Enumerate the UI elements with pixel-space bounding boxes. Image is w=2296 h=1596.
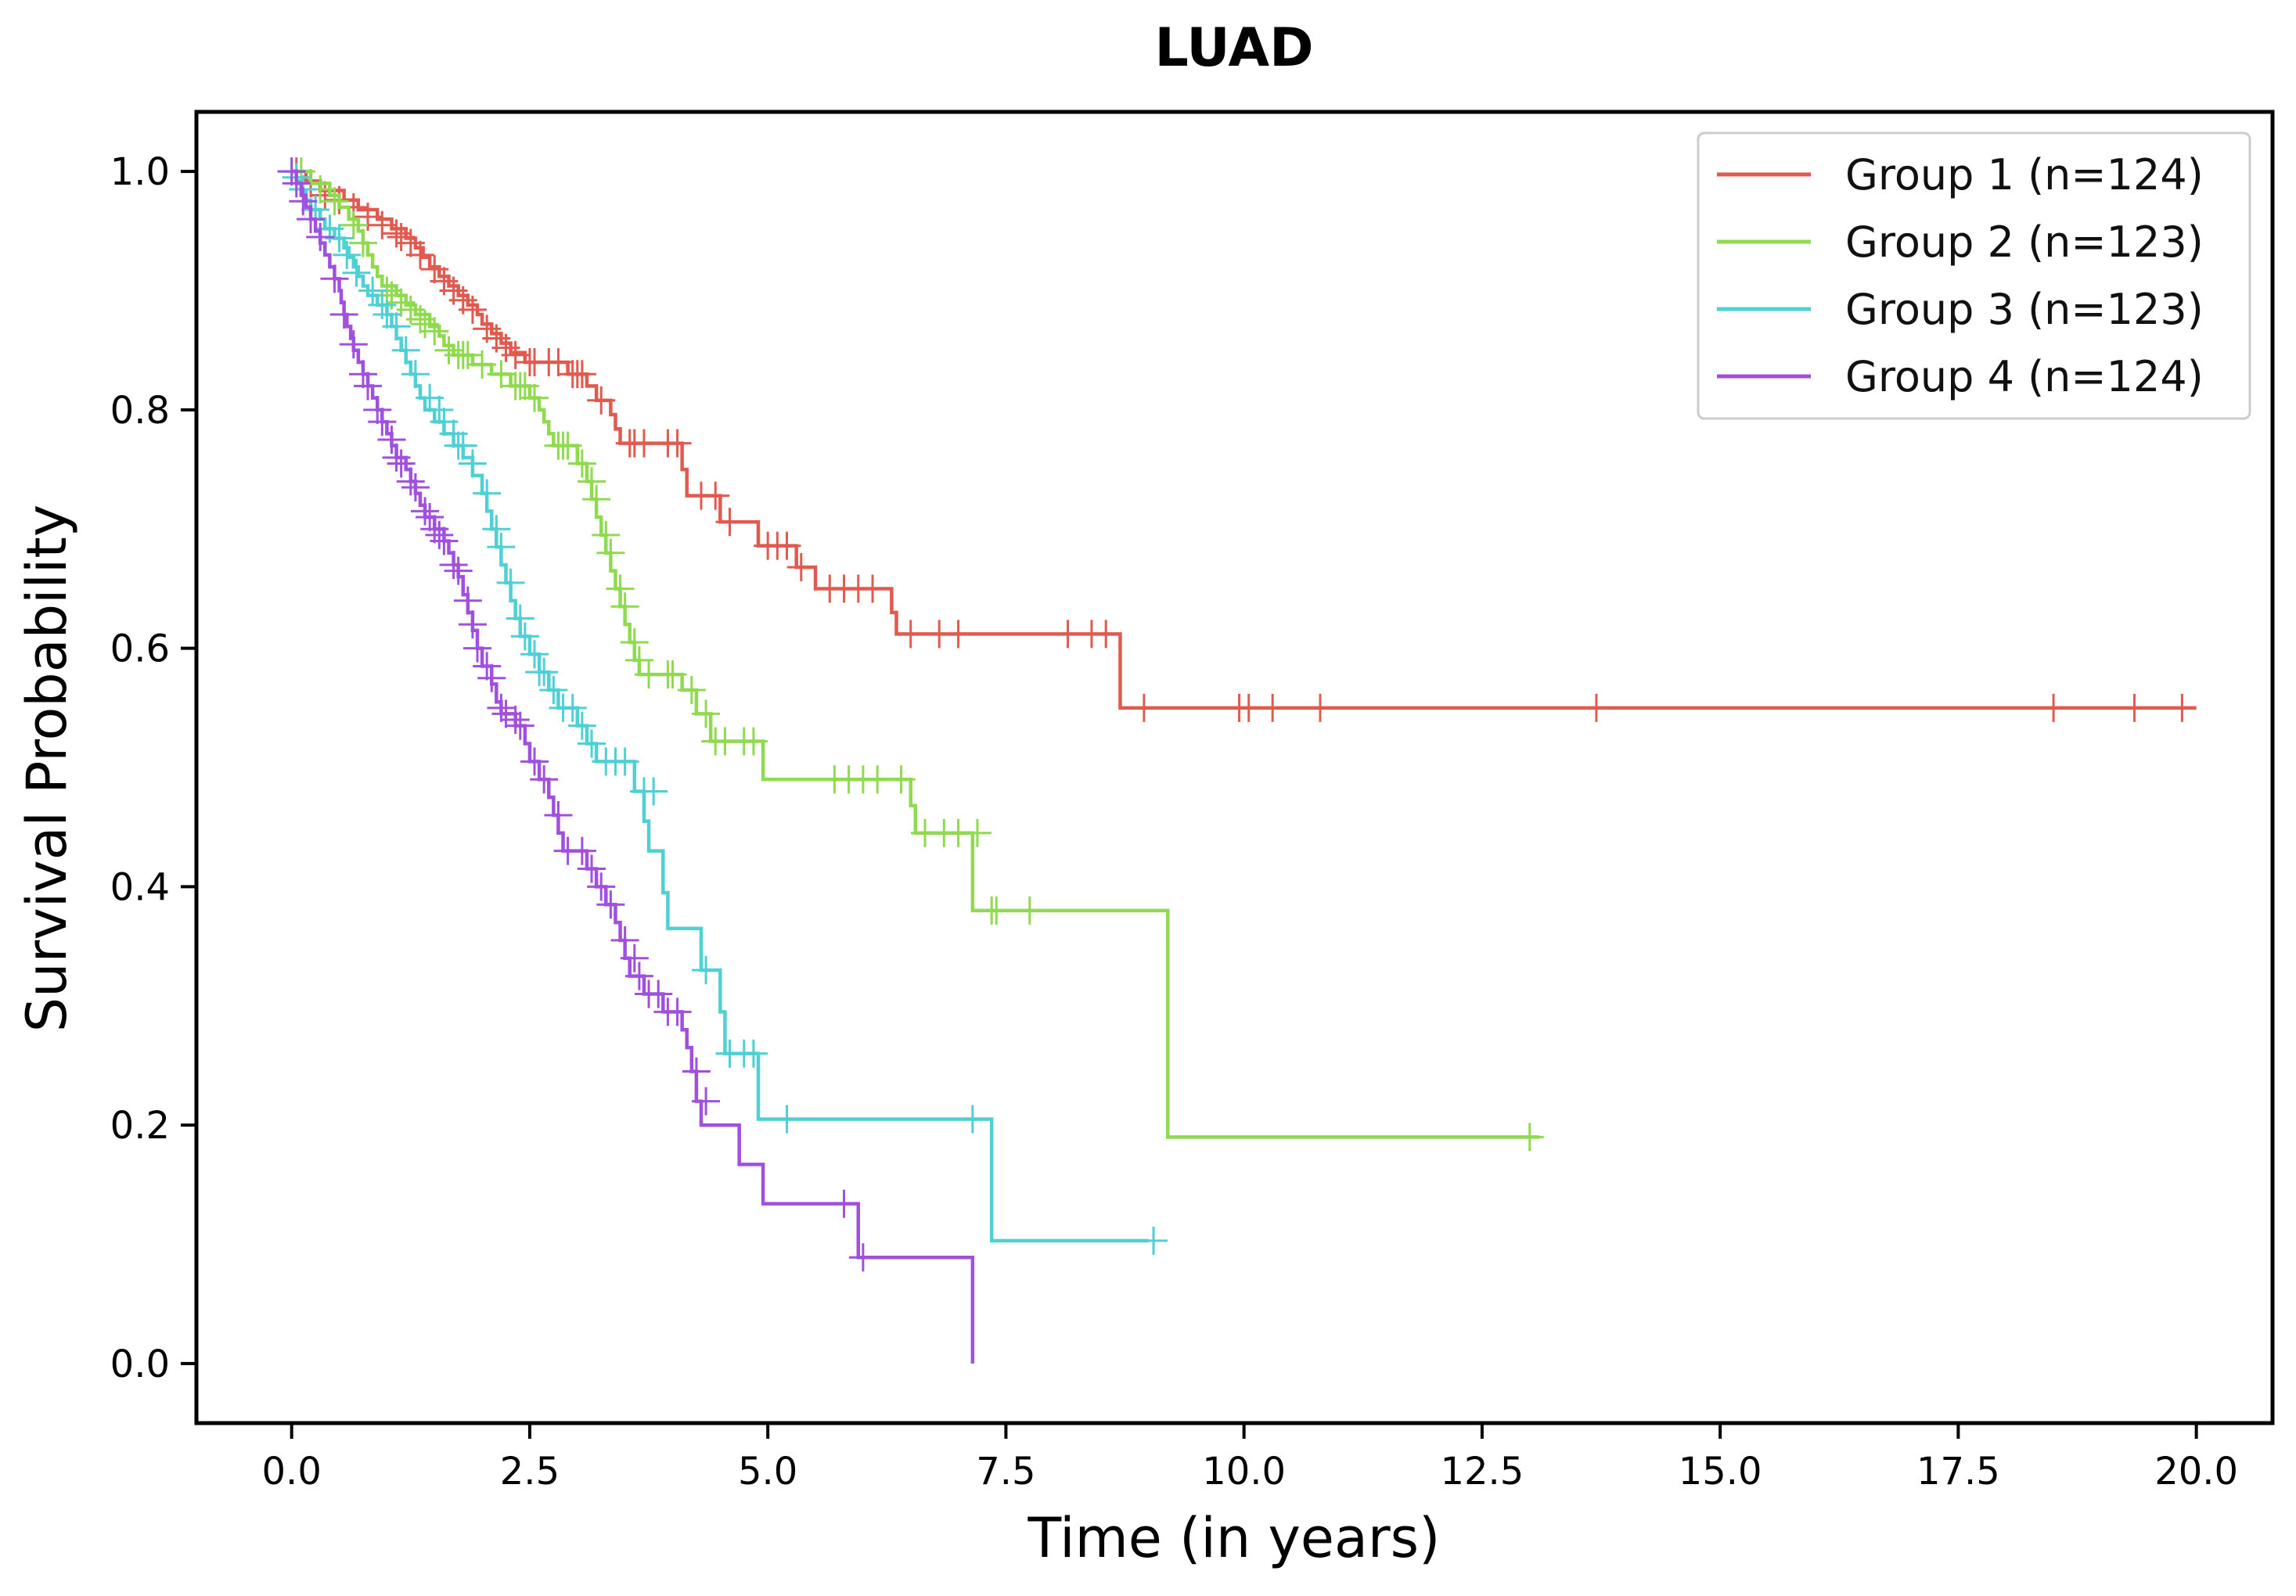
x-tick-label: 12.5	[1440, 1450, 1524, 1494]
x-tick-label: 0.0	[262, 1450, 322, 1494]
legend: Group 1 (n=124) Group 2 (n=123) Group 3 (n…	[1697, 131, 2251, 420]
legend-label: Group 3 (n=123)	[1845, 285, 2204, 334]
plot-frame	[194, 110, 2275, 1425]
y-tick-label: 0.6	[110, 627, 170, 671]
series-layer	[277, 157, 2197, 1364]
x-tick-label: 2.5	[500, 1450, 560, 1494]
x-tick-label: 10.0	[1202, 1450, 1286, 1494]
x-tick-label: 17.5	[1916, 1450, 2000, 1494]
y-tick-label: 0.0	[110, 1343, 170, 1386]
x-axis-label: Time (in years)	[1027, 1506, 1441, 1570]
ticks-layer: 0.0 2.5 5.0 7.5 10.0 12.5 15.0 17.5 20.0 0.0 0.2 0.…	[110, 150, 2238, 1494]
y-axis-label: Survival Probability	[15, 505, 79, 1033]
x-tick-label: 20.0	[2154, 1450, 2238, 1494]
legend-label: Group 4 (n=124)	[1845, 352, 2204, 401]
chart-title: LUAD	[1154, 17, 1313, 79]
x-tick-label: 5.0	[738, 1450, 797, 1494]
y-tick-label: 1.0	[110, 150, 170, 194]
series-group-4	[277, 157, 975, 1364]
y-tick-label: 0.4	[110, 865, 170, 909]
series-line	[291, 169, 1539, 1139]
series-group-1	[282, 157, 2197, 722]
legend-box	[1697, 131, 2251, 420]
x-tick-label: 7.5	[976, 1450, 1035, 1494]
x-tick-label: 15.0	[1679, 1450, 1762, 1494]
legend-label: Group 2 (n=123)	[1845, 217, 2204, 267]
legend-label: Group 1 (n=124)	[1845, 150, 2204, 200]
y-tick-label: 0.8	[110, 389, 170, 433]
y-tick-label: 0.2	[110, 1104, 170, 1148]
